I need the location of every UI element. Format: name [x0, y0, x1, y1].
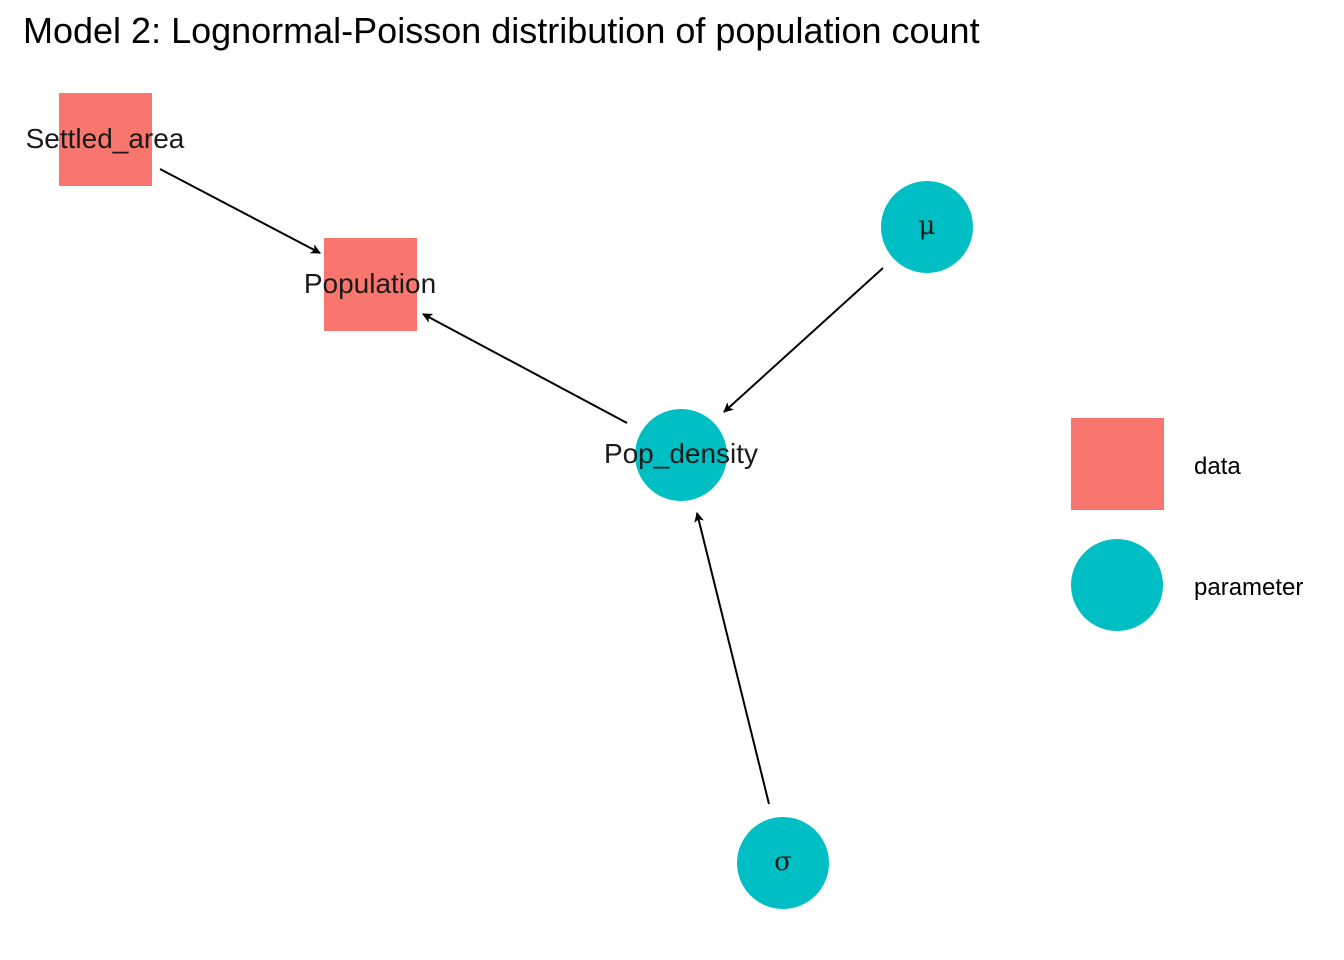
edge-sigma-to-pop-density	[694, 512, 770, 805]
parameter-node-circle	[881, 181, 973, 273]
edge-settled-area-to-population	[159, 168, 321, 254]
node-label-pop-density: Pop_density	[604, 438, 758, 469]
node-label-settled-area: Settled_area	[26, 123, 185, 154]
parameter-node-circle	[635, 409, 727, 501]
edge-pop-density-to-population	[422, 313, 628, 424]
legend: data parameter	[1071, 418, 1303, 631]
node-population	[324, 238, 417, 331]
node-label-population: Population	[304, 268, 436, 299]
node-settled-area	[59, 93, 152, 186]
node-sigma	[737, 817, 829, 909]
legend-parameter-label: parameter	[1194, 574, 1303, 601]
node-pop-density	[635, 409, 727, 501]
data-node-square	[59, 93, 152, 186]
legend-data-label: data	[1194, 453, 1241, 480]
node-label-mu: μ	[919, 211, 936, 241]
node-label-sigma: σ	[774, 847, 792, 877]
data-node-square	[324, 238, 417, 331]
legend-data-swatch	[1071, 418, 1164, 510]
edge-mu-to-pop-density	[723, 267, 884, 413]
diagram-title: Model 2: Lognormal-Poisson distribution …	[23, 10, 980, 51]
parameter-node-circle	[737, 817, 829, 909]
legend-parameter-swatch	[1071, 539, 1163, 631]
node-mu	[881, 181, 973, 273]
